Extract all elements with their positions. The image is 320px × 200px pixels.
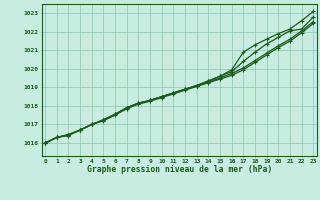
X-axis label: Graphe pression niveau de la mer (hPa): Graphe pression niveau de la mer (hPa) xyxy=(87,165,272,174)
